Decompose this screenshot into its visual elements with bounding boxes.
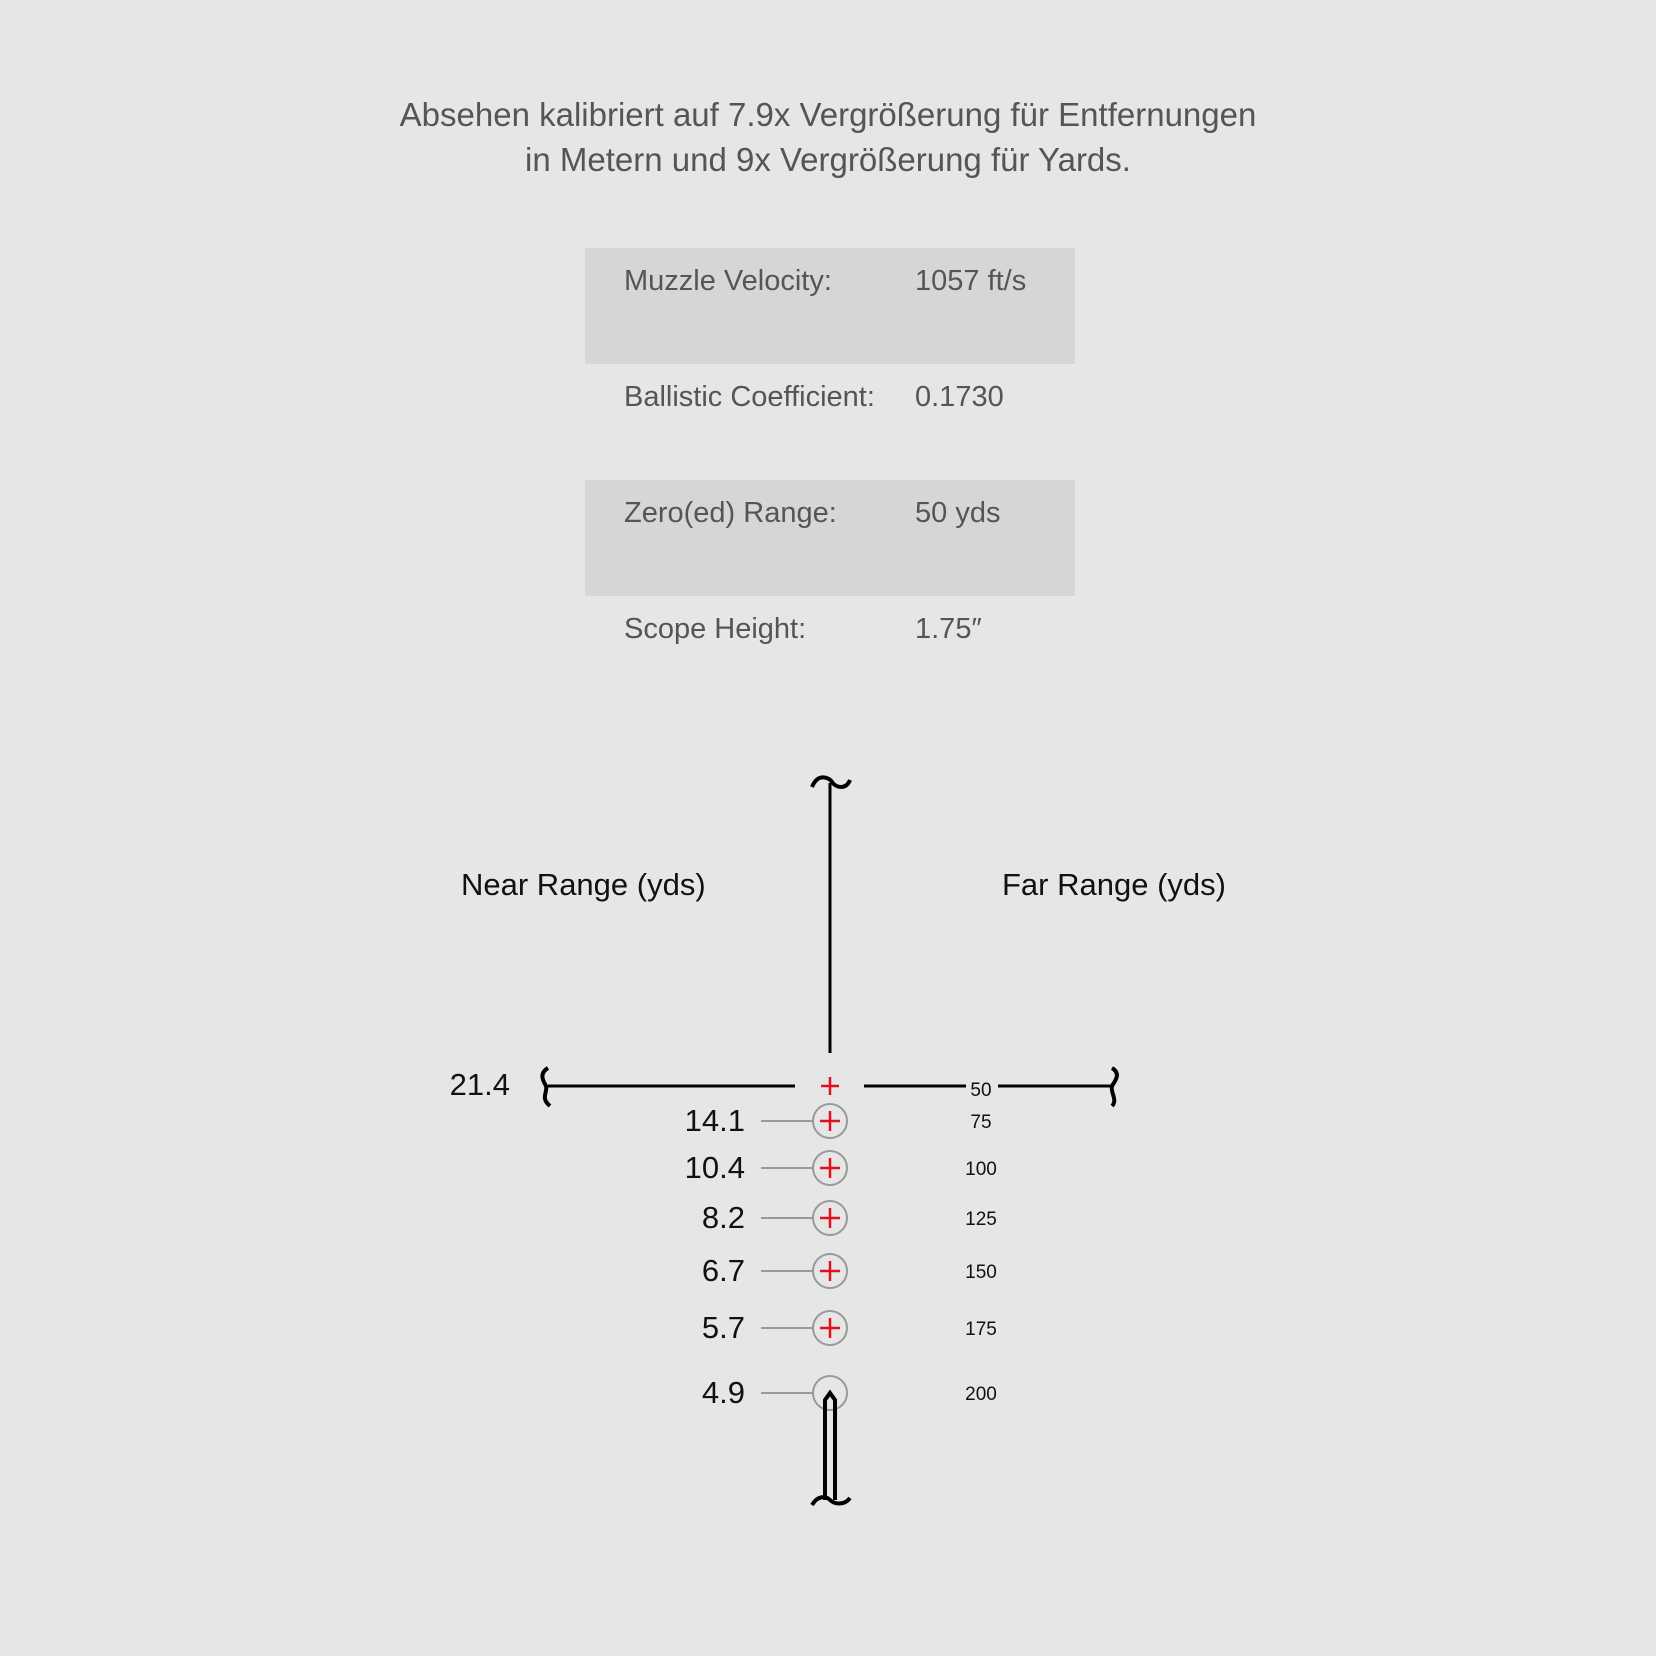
holdover-mark: 4.9 200 [702,1375,997,1411]
zero-near-label: 21.4 [450,1067,510,1102]
holdover-mark: 8.2 125 [702,1200,997,1236]
near-range-value: 4.9 [702,1375,745,1410]
title-line-1: Absehen kalibriert auf 7.9x Vergrößerung… [399,96,1257,133]
spec-label: Scope Height: [624,613,807,645]
holdover-mark: 14.1 75 [685,1103,992,1139]
holdover-circle-icon [812,1310,848,1346]
spec-value: 1057 ft/s [915,265,1027,297]
near-range-value: 10.4 [685,1150,745,1185]
far-range-value: 75 [970,1112,991,1133]
spec-row-muzzle-velocity: Muzzle Velocity: 1057 ft/s [585,248,1075,364]
spec-value: 1.75″ [915,613,982,645]
far-range-value: 175 [965,1319,997,1340]
reticle-title: Absehen kalibriert auf 7.9x Vergrößerung… [0,92,1656,182]
spec-row-scope-height: Scope Height: 1.75″ [585,596,1075,712]
center-aimpoint-icon [821,1077,839,1095]
spec-label: Ballistic Coefficient: [624,381,875,413]
title-line-2: in Metern und 9x Vergrößerung für Yards. [525,141,1131,178]
holdover-mark: 6.7 150 [702,1253,997,1289]
holdover-circle-icon [812,1200,848,1236]
holdover-circle-icon [812,1103,848,1139]
holdover-circle-icon [812,1375,848,1411]
far-range-value: 150 [965,1262,997,1283]
far-range-value: 100 [965,1159,997,1180]
right-bracket-icon [1109,1066,1119,1108]
near-range-value: 5.7 [702,1310,745,1345]
top-tilde-icon [810,775,852,789]
zero-far-label: 50 [970,1080,991,1101]
near-range-value: 14.1 [685,1103,745,1138]
holdover-mark: 5.7 175 [702,1310,997,1346]
near-range-value: 6.7 [702,1253,745,1288]
bottom-tilde-icon [810,1495,852,1507]
spec-value: 0.1730 [915,381,1004,413]
spec-row-ballistic-coefficient: Ballistic Coefficient: 0.1730 [585,364,1075,480]
far-range-value: 125 [965,1209,997,1230]
spec-row-zero-range: Zero(ed) Range: 50 yds [585,480,1075,596]
left-bracket-icon [540,1066,552,1108]
holdover-mark: 10.4 100 [685,1150,997,1186]
ballistics-table: Muzzle Velocity: 1057 ft/s Ballistic Coe… [585,248,1075,712]
spec-label: Zero(ed) Range: [624,497,837,529]
holdover-circle-icon [812,1253,848,1289]
far-range-value: 200 [965,1384,997,1405]
near-range-value: 8.2 [702,1200,745,1235]
holdover-circle-icon [812,1150,848,1186]
spec-value: 50 yds [915,497,1001,529]
near-range-label: Near Range (yds) [461,867,706,902]
spec-label: Muzzle Velocity: [624,265,832,297]
bottom-post [823,1389,837,1500]
far-range-label: Far Range (yds) [1002,867,1226,902]
